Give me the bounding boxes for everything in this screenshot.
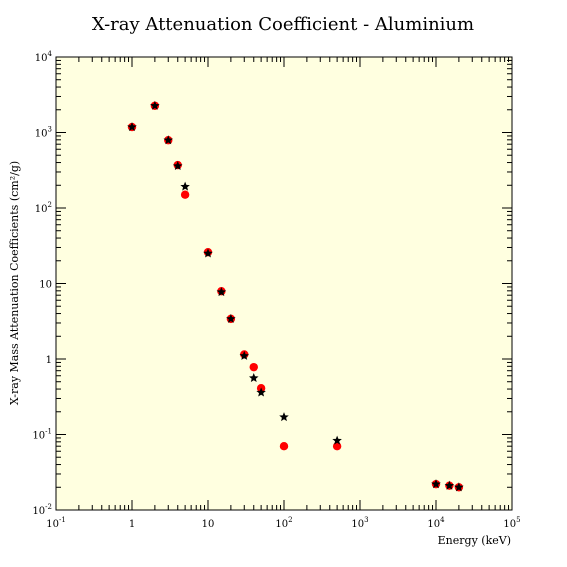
data-point-star (163, 135, 174, 145)
data-point-star (239, 350, 250, 360)
x-tick-label: 1 (129, 519, 135, 530)
x-tick-label: 102 (275, 516, 292, 530)
y-tick-label: 103 (35, 126, 52, 140)
y-axis-label: X-ray Mass Attenuation Coefficients (cm²… (8, 161, 21, 405)
y-tick-label: 1 (46, 355, 52, 366)
x-tick-labels: 10-1 1 10 102 103 104 105 (46, 516, 520, 530)
y-tick-label: 10-2 (32, 503, 52, 517)
data-point-circle (332, 441, 342, 451)
data-point-star (431, 479, 441, 489)
y-tick-labels: 10-2 10-1 1 10 102 103 104 (32, 50, 52, 517)
x-tick-label: 10-1 (46, 516, 66, 530)
x-tick-label: 103 (351, 516, 368, 530)
data-point-star (279, 412, 289, 422)
data-point-star (332, 435, 342, 445)
y-tick-label: 10-1 (32, 428, 52, 442)
data-point-star (180, 181, 190, 191)
data-point-star (256, 387, 266, 397)
y-tick-label: 104 (35, 50, 53, 64)
y-tick-label: 102 (35, 201, 52, 215)
y-tick-label: 10 (39, 280, 52, 291)
x-tick-label: 10 (202, 519, 215, 530)
x-tick-label: 104 (427, 516, 445, 530)
data-point-star (173, 161, 183, 171)
chart-title: X-ray Attenuation Coefficient - Aluminiu… (92, 14, 474, 35)
data-point-star (150, 100, 160, 110)
x-tick-label: 105 (503, 516, 520, 530)
data-point-star (216, 287, 227, 297)
data-point-star (203, 248, 213, 258)
axis-ticks (55, 57, 512, 511)
plot-area (55, 56, 513, 511)
series-layer (127, 100, 464, 492)
data-point-circle (279, 441, 289, 451)
data-point-star (226, 313, 236, 323)
x-axis-label: Energy (keV) (438, 534, 511, 547)
data-point-circle (180, 190, 190, 199)
data-point-star (127, 122, 137, 132)
data-point-circle (249, 362, 258, 372)
data-point-star (454, 482, 464, 492)
data-point-star (249, 373, 259, 383)
data-point-star (444, 480, 455, 490)
